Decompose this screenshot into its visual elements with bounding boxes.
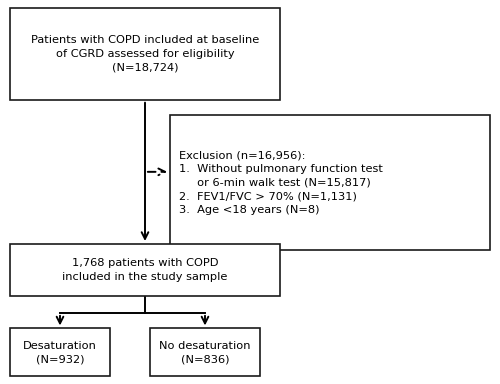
Text: Patients with COPD included at baseline
of CGRD assessed for eligibility
(N=18,7: Patients with COPD included at baseline … <box>31 35 259 72</box>
FancyBboxPatch shape <box>170 115 490 250</box>
FancyBboxPatch shape <box>150 328 260 376</box>
Text: 1,768 patients with COPD
included in the study sample: 1,768 patients with COPD included in the… <box>62 258 228 281</box>
Text: Exclusion (n=16,956):
1.  Without pulmonary function test
     or 6-min walk tes: Exclusion (n=16,956): 1. Without pulmona… <box>179 150 383 215</box>
Text: Desaturation
(N=932): Desaturation (N=932) <box>23 341 97 364</box>
FancyBboxPatch shape <box>10 8 280 100</box>
Text: No desaturation
(N=836): No desaturation (N=836) <box>159 341 251 364</box>
FancyBboxPatch shape <box>10 328 110 376</box>
FancyBboxPatch shape <box>10 244 280 296</box>
